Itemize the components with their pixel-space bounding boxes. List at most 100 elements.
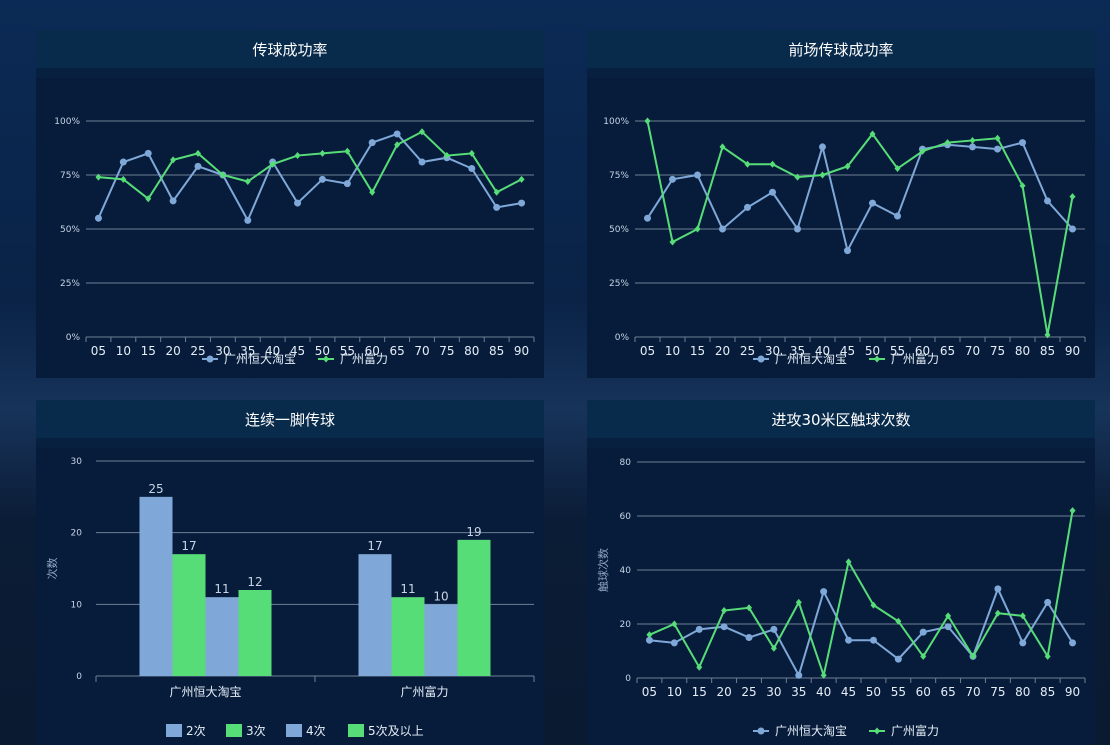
chart-title: 连续一脚传球	[36, 400, 544, 438]
x-tick-label: 75	[990, 344, 1005, 358]
forward-pass-success-chart-svg: 100% 75% 50% 25% 0% 05 10 15 20 25 30 35 40 45 50 55 60 6…	[603, 117, 1086, 366]
data-point	[944, 139, 951, 147]
bar-value-label: 19	[466, 525, 481, 539]
legend-swatch	[166, 724, 182, 737]
chart-plot-area: 100% 75% 50% 25% 0% 05 10 15 20 25 30 35 40 45 50 55 60 6…	[587, 78, 1095, 378]
data-point	[719, 225, 726, 233]
data-point	[669, 238, 676, 246]
bar-value-label: 17	[181, 539, 196, 553]
bar	[424, 604, 458, 676]
legend-swatch	[226, 724, 242, 737]
bar-value-label: 11	[214, 582, 229, 596]
chart-panel-attacking-third-touches: 进攻30米区触球次数 80 60 40 20 0 05 10 15 20 25 30 35 40 45 50…	[587, 400, 1095, 745]
x-tick-label: 05	[640, 344, 655, 358]
data-point	[1019, 139, 1026, 147]
data-point	[468, 165, 476, 173]
data-point	[745, 634, 753, 641]
data-point	[920, 652, 927, 660]
data-point	[869, 199, 876, 207]
chart-plot-area: 80 60 40 20 0 05 10 15 20 25 30 35 40 45 50 55 60 65 70 75 8…	[587, 448, 1095, 745]
data-point	[694, 171, 701, 179]
x-tick-label: 80	[1015, 344, 1030, 358]
legend-label: 广州富力	[891, 351, 939, 366]
data-point	[719, 143, 726, 151]
x-tick-label: 70	[965, 685, 980, 699]
data-point	[994, 609, 1001, 617]
data-point	[670, 639, 678, 647]
x-tick-label: 40	[816, 685, 831, 699]
data-point	[644, 117, 651, 125]
data-point	[468, 149, 475, 157]
data-point	[119, 158, 127, 166]
data-point	[1044, 197, 1051, 205]
chart-title: 进攻30米区触球次数	[587, 400, 1095, 438]
x-tick-label: 05	[642, 685, 657, 699]
data-point	[1019, 639, 1027, 647]
x-tick-label: 45	[841, 685, 856, 699]
series-line-2	[646, 120, 1074, 336]
legend-label: 广州恒大淘宝	[224, 352, 296, 366]
data-point	[393, 130, 401, 138]
data-point	[194, 162, 202, 170]
series-line-1	[97, 132, 522, 223]
data-point	[219, 171, 226, 179]
legend-marker	[874, 355, 880, 363]
data-point	[518, 199, 526, 207]
data-point	[145, 195, 152, 203]
x-tick-label: 75	[990, 685, 1005, 699]
data-point	[1019, 182, 1026, 190]
x-tick-label: 35	[790, 344, 805, 358]
data-point	[820, 671, 827, 679]
x-tick-label: 60	[915, 344, 930, 358]
x-tick-label: 55	[890, 344, 905, 358]
legend-label: 2次	[186, 724, 206, 738]
data-point	[969, 136, 976, 144]
x-tick-label: 35	[240, 344, 255, 358]
data-point	[919, 628, 927, 636]
x-tick-label: 30	[766, 685, 781, 699]
data-point	[820, 588, 828, 596]
y-axis-label: 触球次数	[596, 548, 610, 592]
y-tick-label: 50%	[609, 225, 629, 235]
data-point	[1044, 331, 1051, 339]
series-line-2	[649, 510, 1074, 680]
data-point	[294, 199, 302, 207]
data-point	[894, 165, 901, 173]
legend-label: 广州富力	[340, 351, 388, 366]
bar	[139, 496, 173, 676]
data-point	[746, 604, 752, 612]
data-point	[1069, 507, 1076, 515]
y-tick-label: 80	[620, 458, 632, 468]
attacking-third-touches-chart-svg: 80 60 40 20 0 05 10 15 20 25 30 35 40 45 50 55 60 65 70 75 8…	[596, 458, 1086, 738]
legend-marker	[323, 355, 329, 363]
data-point	[769, 188, 776, 196]
y-tick-label: 25%	[60, 279, 80, 289]
legend-label: 广州恒大淘宝	[775, 724, 847, 738]
series-line-1	[649, 586, 1074, 678]
data-point	[869, 636, 877, 644]
legend-swatch	[286, 724, 302, 737]
x-tick-label: 80	[1015, 685, 1030, 699]
data-point	[770, 644, 777, 652]
x-tick-label: 广州富力	[400, 684, 448, 699]
data-point	[944, 623, 952, 631]
one-touch-passes-chart-svg: 30 20 10 0 25 17 11 12 广州恒大淘宝 17 11 10 19 广州富力 次数 2次 3次 4…	[45, 457, 535, 738]
bar-value-label: 17	[367, 539, 382, 553]
data-point	[870, 601, 877, 609]
y-tick-label: 40	[620, 566, 632, 576]
data-point	[1019, 612, 1026, 620]
x-tick-label: 30	[215, 344, 230, 358]
y-tick-label: 30	[71, 457, 83, 467]
x-tick-label: 10	[665, 344, 680, 358]
data-point	[170, 156, 177, 164]
legend-label: 广州富力	[891, 723, 939, 738]
x-tick-label: 广州恒大淘宝	[169, 685, 241, 699]
data-point	[744, 203, 751, 211]
y-tick-label: 100%	[54, 117, 80, 127]
y-tick-label: 20	[71, 529, 83, 539]
data-point	[845, 558, 852, 566]
data-point	[518, 175, 525, 183]
bar	[358, 554, 392, 676]
data-point	[721, 607, 728, 614]
bar-value-label: 25	[148, 482, 163, 496]
